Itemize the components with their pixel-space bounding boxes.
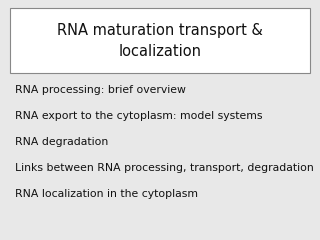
Text: RNA export to the cytoplasm: model systems: RNA export to the cytoplasm: model syste… xyxy=(15,111,262,121)
FancyBboxPatch shape xyxy=(10,8,310,73)
Text: RNA degradation: RNA degradation xyxy=(15,137,108,147)
Text: Links between RNA processing, transport, degradation: Links between RNA processing, transport,… xyxy=(15,163,314,173)
Text: RNA processing: brief overview: RNA processing: brief overview xyxy=(15,85,186,95)
Text: RNA localization in the cytoplasm: RNA localization in the cytoplasm xyxy=(15,189,198,199)
Text: RNA maturation transport &
localization: RNA maturation transport & localization xyxy=(57,23,263,59)
